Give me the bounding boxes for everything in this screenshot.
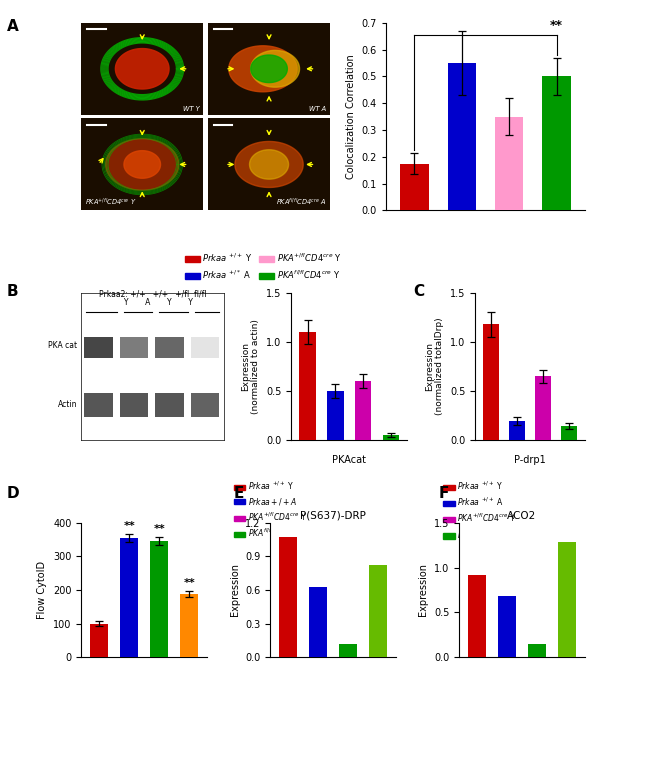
Text: PKA$^{fl/fl}$CD4$^{cre}$ A: PKA$^{fl/fl}$CD4$^{cre}$ A — [276, 196, 326, 207]
Polygon shape — [106, 139, 179, 190]
Bar — [468, 575, 486, 657]
Text: PKAcat: PKAcat — [332, 455, 367, 465]
Bar — [483, 325, 499, 440]
Legend: $Prkaa$ $^{+/+}$ Y, $Prkaa$ $^{+/+}$ A, $PKA^{fl/fl}CD4^{cre}$ Y, $PKA^{fl/fl}CD: $Prkaa$ $^{+/+}$ Y, $Prkaa$ $^{+/+}$ A, … — [441, 663, 543, 724]
Bar — [191, 337, 219, 358]
Legend: $Prkaa$ $^{+/+}$ Y, $Prkaa$ $^{+/*}$ A, $PKA^{+/fl}CD4^{cre}$ Y, $PKA^{fl/fl}CD4: $Prkaa$ $^{+/+}$ Y, $Prkaa$ $^{+/*}$ A, … — [181, 249, 344, 284]
Y-axis label: Expression: Expression — [229, 563, 239, 616]
Bar — [120, 337, 148, 358]
Bar — [300, 332, 316, 440]
Text: WT Y: WT Y — [183, 106, 200, 112]
Text: C: C — [413, 284, 424, 299]
Text: A: A — [6, 19, 18, 34]
Y-axis label: Expression
(normalized totalDrp): Expression (normalized totalDrp) — [425, 318, 445, 416]
Y-axis label: Expression
(normalized to actin): Expression (normalized to actin) — [241, 319, 261, 414]
Legend: $Prkaa$ $^{+/+}$ Y, $Prkaa+/+A$, $PKA^{+/fl}CD4^{cre}$ Y, $PKA^{fl/fl}CD4^{cre}$: $Prkaa$ $^{+/+}$ Y, $Prkaa+/+A$, $PKA^{+… — [231, 477, 310, 543]
Bar — [383, 435, 399, 440]
Bar — [327, 391, 344, 440]
Bar — [84, 393, 112, 416]
Bar — [528, 644, 546, 657]
Polygon shape — [116, 49, 169, 89]
Polygon shape — [251, 50, 300, 87]
Bar — [562, 426, 577, 440]
Bar — [279, 537, 297, 657]
Text: B: B — [6, 284, 18, 299]
Bar — [120, 393, 148, 416]
Bar — [155, 393, 184, 416]
Legend: $Prkaa$ $^{+/+}$ Y, $Prkaa$ $^{+/+}$ A, $PKA^{fl/fl}CD4^{cre}$ Y, $PKA^{fl/fl}CD: $Prkaa$ $^{+/+}$ Y, $Prkaa$ $^{+/+}$ A, … — [263, 663, 365, 724]
Bar — [400, 163, 428, 211]
Text: Prkaa2: +/+   +/+   +/fl  fl/fl: Prkaa2: +/+ +/+ +/fl fl/fl — [99, 290, 206, 299]
Bar — [369, 565, 387, 657]
Bar — [495, 116, 523, 211]
Bar — [498, 597, 516, 657]
Legend: $Prkaa$ $^{+/+}$, $Prkaa$ $^{+/+}$ A, $PKA^{fl/fl}CD4^{cre}$ Y, $PKA^{fl/fl}CD4^: $Prkaa$ $^{+/+}$, $Prkaa$ $^{+/+}$ A, $P… — [85, 663, 187, 724]
Text: P-drp1: P-drp1 — [514, 455, 546, 465]
Text: WT A: WT A — [309, 106, 326, 112]
Bar — [84, 337, 112, 358]
Y-axis label: Expression: Expression — [419, 563, 428, 616]
Text: Y       A       Y       Y: Y A Y Y — [112, 298, 193, 307]
Text: D: D — [6, 486, 19, 502]
Polygon shape — [124, 150, 161, 179]
Text: **: ** — [153, 524, 165, 534]
Bar — [180, 594, 198, 657]
Polygon shape — [229, 46, 297, 92]
Text: PKA cat: PKA cat — [48, 341, 77, 350]
Bar — [558, 543, 576, 657]
Y-axis label: Flow CytoID: Flow CytoID — [38, 561, 47, 619]
Text: **: ** — [124, 521, 135, 530]
Text: **: ** — [550, 19, 563, 32]
Bar — [448, 63, 476, 211]
Bar — [535, 376, 551, 440]
Y-axis label: Colocalization Correlation: Colocalization Correlation — [346, 54, 356, 179]
Title: P(S637)-DRP: P(S637)-DRP — [300, 511, 366, 521]
Polygon shape — [235, 141, 303, 188]
Title: ACO2: ACO2 — [508, 511, 537, 521]
Polygon shape — [251, 55, 287, 83]
Bar — [509, 420, 525, 440]
Legend: $Prkaa$ $^{+/+}$ Y, $Prkaa$ $^{+/+}$ A, $PKA^{+/fl}CD4^{cre}$ Y, $PKA^{fl/fl}CD4: $Prkaa$ $^{+/+}$ Y, $Prkaa$ $^{+/+}$ A, … — [441, 477, 519, 543]
Text: Actin: Actin — [57, 401, 77, 410]
Text: E: E — [234, 486, 244, 502]
Bar — [542, 77, 571, 211]
Text: PKA$^{+/fl}$CD4$^{cre}$ Y: PKA$^{+/fl}$CD4$^{cre}$ Y — [85, 196, 136, 207]
Text: **: ** — [183, 578, 195, 588]
Polygon shape — [250, 150, 289, 179]
Bar — [339, 644, 357, 657]
Bar — [90, 624, 109, 657]
Bar — [191, 393, 219, 416]
Bar — [150, 541, 168, 657]
Bar — [120, 538, 138, 657]
Bar — [355, 382, 371, 440]
Bar — [155, 337, 184, 358]
Text: F: F — [439, 486, 449, 502]
Bar — [309, 587, 327, 657]
